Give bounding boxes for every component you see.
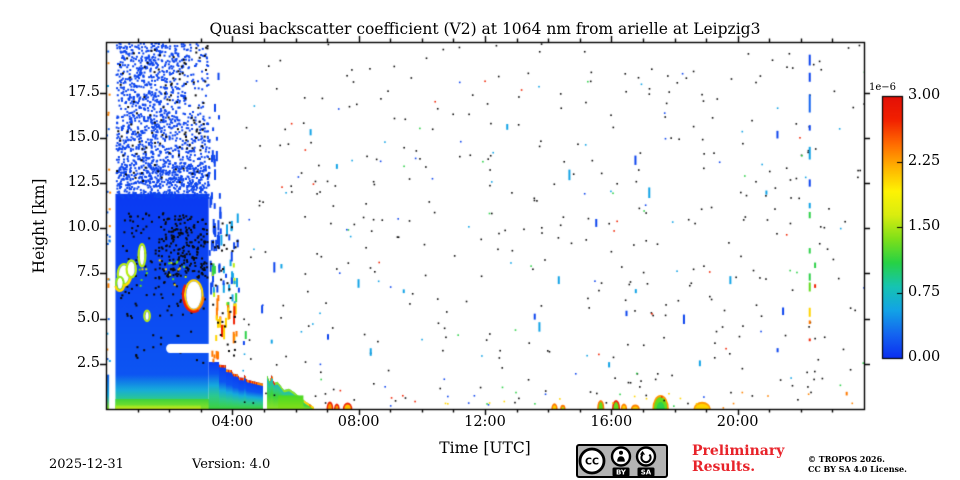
x-tick-label: 16:00 bbox=[590, 414, 633, 430]
colorbar-tick-label: 1.50 bbox=[908, 218, 941, 234]
preliminary-results-label: Preliminary Results. bbox=[692, 443, 785, 475]
y-tick-label: 7.5 bbox=[76, 264, 100, 281]
x-tick-label: 04:00 bbox=[211, 414, 254, 430]
x-axis-label: Time [UTC] bbox=[439, 439, 531, 457]
colorbar-tick-label: 2.25 bbox=[908, 152, 941, 169]
cc-sa-arrow-icon bbox=[635, 446, 657, 467]
x-tick-label: 20:00 bbox=[716, 414, 759, 430]
y-tick-label: 15.0 bbox=[67, 128, 100, 145]
y-tick-label: 10.0 bbox=[67, 219, 100, 236]
y-tick-label: 5.0 bbox=[76, 309, 100, 326]
x-tick-label: 08:00 bbox=[337, 414, 380, 430]
colorbar-tick-label: 0.75 bbox=[908, 283, 941, 300]
svg-text:CC: CC bbox=[585, 457, 599, 468]
version-label: Version: 4.0 bbox=[192, 457, 271, 472]
cc-logo-icon bbox=[578, 447, 606, 475]
colorbar-tick-label: 3.00 bbox=[908, 87, 941, 103]
x-tick-label: 12:00 bbox=[464, 414, 506, 430]
y-tick-label: 12.5 bbox=[67, 174, 100, 190]
colorbar-scale-label: 1e−6 bbox=[869, 82, 897, 93]
y-tick-label: 2.5 bbox=[76, 354, 100, 371]
date-label: 2025-12-31 bbox=[49, 457, 124, 472]
copyright-label: © TROPOS 2026. CC BY SA 4.0 License. bbox=[808, 454, 907, 474]
colorbar-tick-label: 0.00 bbox=[908, 349, 941, 365]
svg-text:BY: BY bbox=[616, 469, 627, 477]
svg-text:SA: SA bbox=[641, 469, 652, 477]
y-axis-label: Height [km] bbox=[30, 178, 48, 274]
cc-by-sa-badge: CC BY SA bbox=[576, 444, 668, 478]
y-tick-label: 17.5 bbox=[67, 83, 100, 100]
plot-title: Quasi backscatter coefficient (V2) at 10… bbox=[209, 20, 761, 38]
